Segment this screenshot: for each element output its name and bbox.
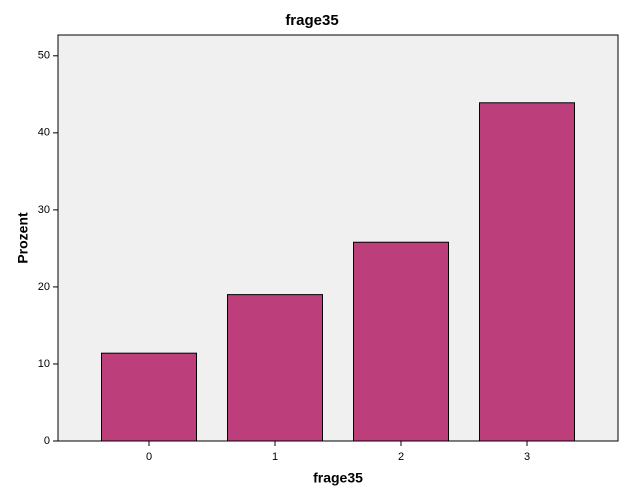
x-tick-label: 2 [398, 451, 404, 463]
y-tick-label: 20 [38, 281, 50, 293]
x-tick-label: 1 [272, 451, 278, 463]
y-tick-label: 10 [38, 358, 50, 370]
bar [479, 102, 575, 442]
y-tick-label: 30 [38, 204, 50, 216]
x-tick-label: 3 [524, 451, 530, 463]
y-tick-label: 50 [38, 50, 50, 62]
bar [353, 241, 449, 442]
y-tick-label: 0 [44, 435, 50, 447]
x-axis-label: frage35 [313, 470, 363, 486]
bar [227, 294, 323, 442]
y-axis-label: Prozent [15, 212, 31, 264]
y-tick-label: 40 [38, 127, 50, 139]
bar [101, 352, 197, 442]
x-tick-label: 0 [146, 451, 152, 463]
chart-title: frage35 [285, 12, 338, 29]
